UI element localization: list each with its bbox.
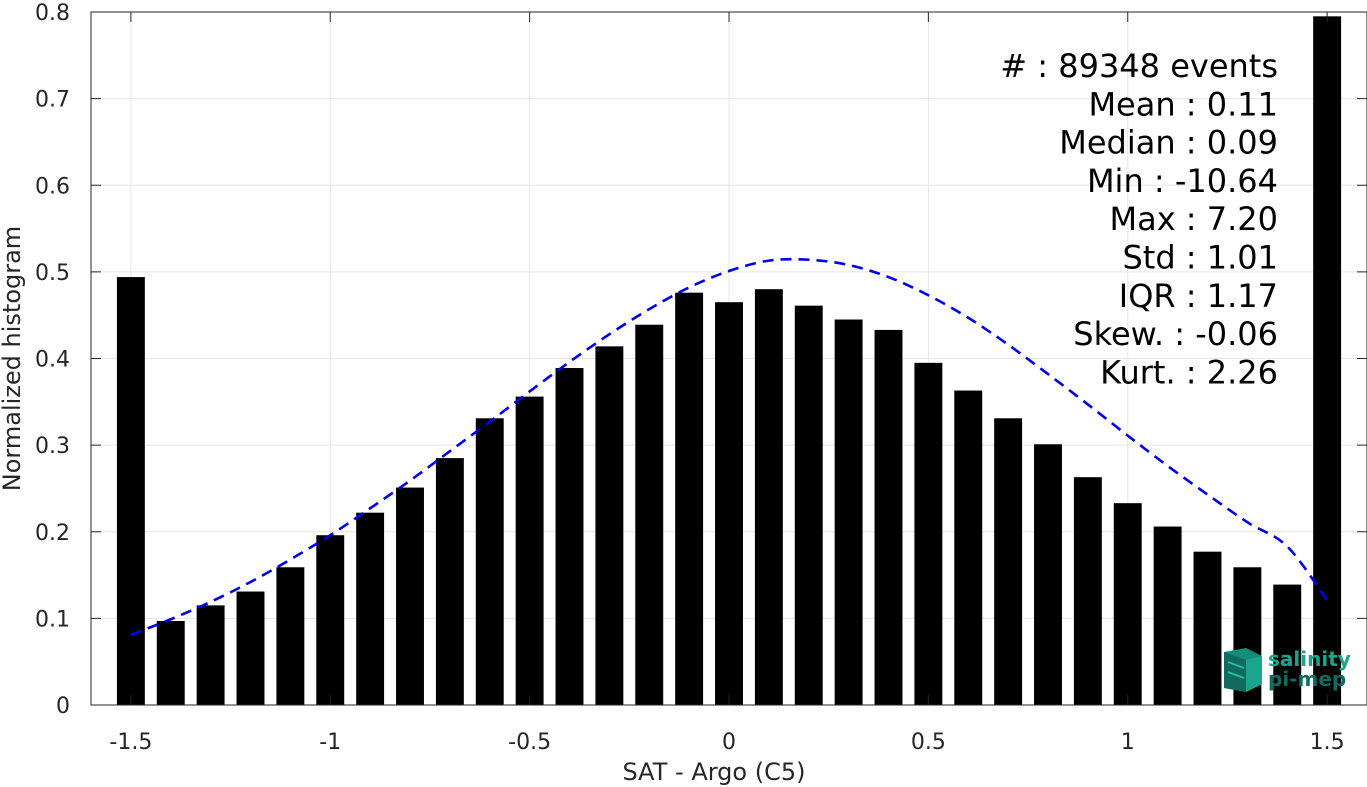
histogram-bar xyxy=(156,620,185,705)
logo-text-pi-mep: pi-mep xyxy=(1268,667,1346,691)
histogram-bar xyxy=(914,362,943,705)
histogram-bar xyxy=(1113,503,1142,705)
histogram-bar xyxy=(754,289,783,705)
salinity-pi-mep-logo: salinity pi-mep xyxy=(1224,647,1351,692)
histogram-bar xyxy=(1073,477,1102,705)
x-tick-label: -1 xyxy=(319,730,341,755)
histogram-bar xyxy=(874,329,903,705)
histogram-bar xyxy=(715,302,743,705)
stat-line: Mean : 0.11 xyxy=(1088,85,1278,123)
histogram-bar xyxy=(1313,16,1342,706)
histogram-bar xyxy=(954,390,983,705)
histogram-bars xyxy=(116,16,1342,706)
histogram-bar xyxy=(1034,444,1062,705)
x-tick-label: 0.5 xyxy=(911,730,946,755)
x-axis-ticks: -1.5 -1 -0.5 0 0.5 1 1.5 xyxy=(109,12,1345,755)
histogram-bar xyxy=(994,418,1023,705)
histogram-bar xyxy=(475,418,504,705)
x-tick-label: -1.5 xyxy=(109,730,152,755)
histogram-bar xyxy=(1193,551,1222,705)
gaussian-fit-curve xyxy=(130,257,1329,637)
histogram-bar xyxy=(595,346,624,705)
histogram-bar xyxy=(196,605,225,705)
stat-line: # : 89348 events xyxy=(1000,47,1278,85)
y-tick-label: 0.3 xyxy=(35,434,70,459)
logo-text-salinity: salinity xyxy=(1268,647,1351,671)
histogram-bar xyxy=(1153,526,1182,705)
histogram-bar xyxy=(276,567,305,705)
y-tick-label: 0.5 xyxy=(35,261,70,286)
stat-line: IQR : 1.17 xyxy=(1119,277,1278,315)
logo-cube-icon xyxy=(1224,648,1262,692)
y-tick-label: 0.2 xyxy=(35,521,70,546)
y-tick-label: 0.6 xyxy=(35,174,70,199)
stat-line: Max : 7.20 xyxy=(1109,200,1278,238)
y-tick-label: 0.8 xyxy=(35,1,70,26)
histogram-bar xyxy=(116,277,145,705)
x-axis-title: SAT - Argo (C5) xyxy=(623,758,806,786)
y-tick-label: 0.4 xyxy=(35,348,70,373)
stat-line: Min : -10.64 xyxy=(1087,162,1278,200)
histogram-bar xyxy=(635,324,664,705)
histogram-bar xyxy=(794,305,823,705)
x-tick-label: 1.5 xyxy=(1310,730,1345,755)
histogram-bar xyxy=(316,535,345,705)
stat-line: Std : 1.01 xyxy=(1122,239,1278,277)
x-tick-label: -0.5 xyxy=(508,730,551,755)
histogram-bar xyxy=(675,292,704,705)
x-tick-label: 0 xyxy=(722,730,736,755)
histogram-bar xyxy=(236,591,265,705)
x-tick-label: 1 xyxy=(1121,730,1135,755)
histogram-bar xyxy=(396,487,424,705)
y-tick-label: 0.7 xyxy=(35,88,70,113)
histogram-bar xyxy=(515,396,544,705)
stat-line: Median : 0.09 xyxy=(1059,124,1278,162)
y-tick-label: 0.1 xyxy=(35,607,70,632)
y-axis-ticks: 0 0.1 0.2 0.3 0.4 0.5 0.6 0.7 0.8 xyxy=(35,1,1367,719)
stat-line: Skew. : -0.06 xyxy=(1073,315,1278,353)
histogram-bar xyxy=(435,458,464,705)
y-tick-label: 0 xyxy=(56,694,70,719)
y-axis-title: Normalized histogram xyxy=(0,226,26,491)
histogram-bar xyxy=(555,368,584,705)
histogram-bar xyxy=(1273,584,1302,705)
stat-line: Kurt. : 2.26 xyxy=(1100,353,1278,391)
histogram-bar xyxy=(356,512,385,705)
histogram-bar xyxy=(834,319,863,705)
